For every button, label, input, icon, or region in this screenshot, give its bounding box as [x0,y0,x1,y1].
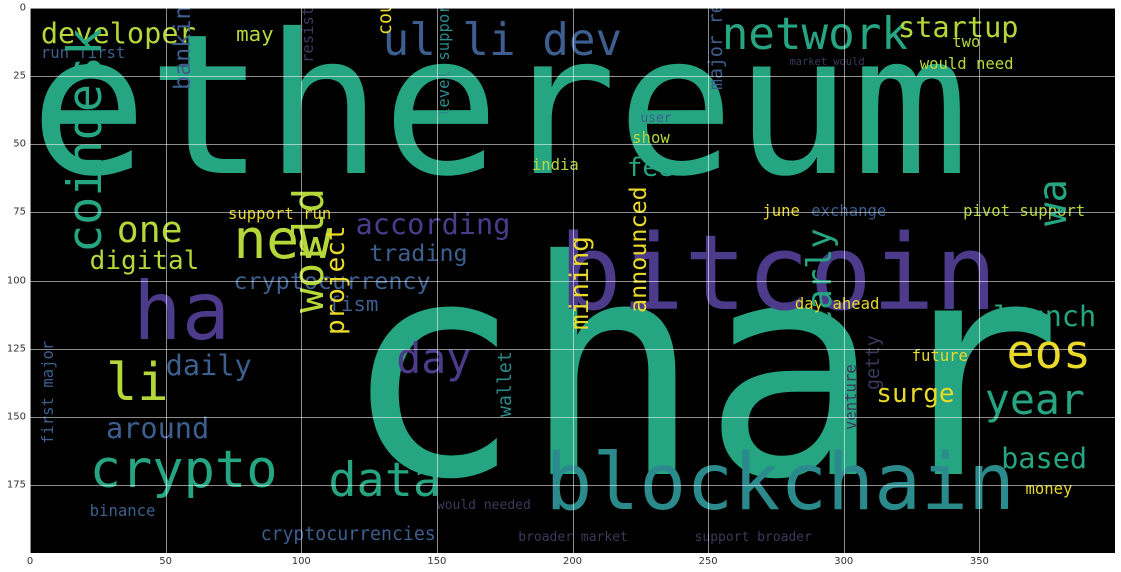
word-support-broader: support broader [694,530,812,546]
word-fee: fee [626,153,674,184]
wordcloud-plot-area: ethereum char bitcoin blockchain network star… [30,8,1115,553]
word-may: may [236,22,274,47]
word-ul-li-dev: ul li dev [382,14,623,66]
word-venture: venture [841,364,860,431]
word-run-first: run first [40,44,126,63]
y-gridline [30,348,1115,350]
word-daily: daily [165,348,252,383]
x-tick-label: 250 [698,556,718,567]
y-gridline [30,484,1115,486]
word-digital: digital [89,245,200,276]
word-june: june [762,202,800,221]
y-tick-label: 0 [19,2,26,14]
y-gridline [30,416,1115,418]
word-surge: surge [876,379,955,410]
word-india: india [531,155,579,174]
word-cryptocurrencies: cryptocurrencies [260,523,436,545]
word-around: around [105,411,210,446]
word-based: based [1001,441,1088,475]
word-data: data [328,453,442,508]
word-market-would: market would [789,56,865,69]
word-coindesk: coindesk [58,27,113,254]
y-gridline [30,144,1115,146]
word-new: new [233,207,333,272]
word-network: network [721,9,908,61]
x-tick-label: 100 [291,556,311,567]
y-gridline [30,76,1115,78]
y-tick-label: 100 [6,275,26,286]
word-getty: getty [863,334,885,390]
word-according: according [355,206,511,241]
word-li: li [105,352,169,413]
word-ethereum: ethereum [30,8,970,219]
word-char: char [341,195,1062,545]
y-tick-label: 125 [6,343,26,355]
word-two: two [952,33,981,52]
word-ha: ha [133,265,231,360]
y-tick-label: 75 [13,206,26,218]
x-tick-label: 200 [562,556,583,567]
x-tick-label: 150 [427,556,447,567]
word-bitcoin: bitcoin [558,211,998,334]
word-blockchain: blockchain [545,438,1015,528]
word-support-run: support run [228,204,332,223]
word-trading: trading [369,239,468,268]
word-show: show [632,128,670,147]
word-would-need: would need [919,55,1014,74]
word-mining: mining [565,235,596,330]
y-tick-label: 50 [13,138,26,150]
x-tick-label: 300 [834,556,854,567]
word-wa: wa [1030,179,1076,226]
word-fism: fism [328,292,379,317]
word-early: early [800,227,840,330]
x-tick-label: 350 [969,556,989,567]
word-banking: banking [168,8,197,90]
word-announced: announced [623,186,652,314]
word-day: day [396,333,472,383]
y-tick-label: 150 [6,411,26,423]
word-court: court [375,8,396,35]
word-future: future [911,346,968,365]
x-tick-label: 0 [26,556,34,567]
y-gridline [30,212,1115,214]
word-eos: eos [1006,325,1092,380]
word-startup: startup [898,10,1019,45]
word-developer: developer [40,15,196,50]
word-binance: binance [89,501,156,520]
word-first-major: first major [38,340,57,444]
word-would-needed: would needed [436,497,531,513]
word-wallet: wallet [494,351,516,417]
word-one: one [116,208,183,252]
y-tick-label: 25 [13,70,26,82]
y-gridline [30,280,1115,282]
x-tick-label: 50 [159,556,172,567]
word-major-resistance: major resistance [706,8,727,90]
word-pivot-support: pivot support [963,202,1086,221]
word-level-support: level support [434,8,453,117]
word-resistance-level: resistance level [299,8,317,63]
word-day-ahead: day ahead [794,294,880,313]
word-crypto: crypto [89,440,278,500]
word-user: user [640,110,672,126]
word-year: year [984,374,1085,424]
word-exchange: exchange [811,202,887,221]
y-gridline [30,8,1115,9]
y-tick-label: 175 [6,479,26,491]
word-launch: launch [992,299,1097,334]
